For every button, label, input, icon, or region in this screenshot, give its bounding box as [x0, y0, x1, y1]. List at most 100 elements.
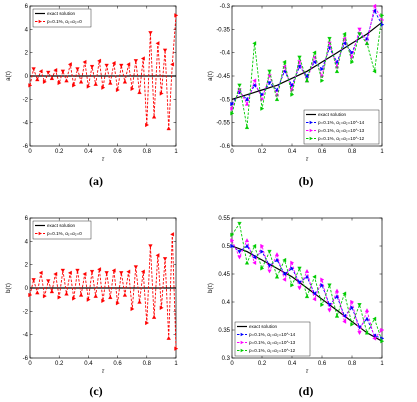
data-point: [67, 270, 72, 275]
x-tick-label: 0.6: [113, 361, 122, 367]
data-point: [252, 41, 257, 46]
data-point: [320, 302, 325, 307]
data-point: [38, 270, 43, 275]
data-point: [312, 274, 317, 279]
data-point: [89, 269, 95, 274]
x-axis-label: τ: [306, 369, 309, 375]
data-point: [42, 79, 47, 84]
legend-box: [303, 109, 380, 145]
data-point: [97, 267, 102, 272]
chart-panel-1: 0 0.2 0.4 0.6 0.8 1 -0.6 -0.55 -0.5 -0.45 -0.4 -0.3…: [208, 3, 384, 163]
data-point: [320, 78, 325, 83]
data-point: [372, 3, 377, 9]
caption-b: (b): [299, 174, 314, 188]
x-tick-label: 0: [28, 149, 32, 155]
data-point: [364, 330, 370, 335]
y-tick-label: 4: [25, 239, 29, 245]
data-point: [35, 77, 40, 82]
data-point: [174, 346, 179, 351]
data-point: [137, 90, 142, 95]
data-point: [274, 252, 280, 257]
data-point: [244, 238, 250, 243]
data-point: [274, 97, 280, 102]
data-point: [162, 48, 168, 53]
data-point: [166, 335, 171, 340]
y-tick-label: -6: [23, 356, 29, 362]
data-point: [244, 125, 250, 130]
data-point: [126, 269, 131, 274]
data-point: [260, 92, 265, 97]
x-axis-label: τ: [102, 157, 105, 163]
data-point: [282, 59, 287, 65]
data-point: [357, 32, 362, 37]
y-tick-label: 0.55: [218, 216, 230, 222]
data-point: [252, 78, 257, 83]
legend-marker: [240, 340, 244, 345]
data-point: [327, 283, 332, 288]
data-point: [159, 305, 164, 310]
data-point: [274, 257, 280, 262]
data-point: [334, 288, 340, 293]
y-tick-label: 0.4: [222, 300, 231, 306]
data-point: [60, 69, 66, 74]
x-tick-label: 1: [174, 149, 178, 155]
y-tick-label: 0.45: [218, 272, 230, 278]
x-tick-label: 0: [28, 361, 32, 367]
data-point: [57, 295, 62, 300]
data-point: [49, 76, 55, 81]
data-point: [75, 268, 80, 273]
y-tick-label: -0.3: [220, 4, 231, 10]
legend-label: exact solution: [47, 11, 76, 16]
x-tick-label: 0.8: [348, 149, 357, 155]
x-axis-label: τ: [306, 157, 309, 163]
data-point: [101, 85, 106, 90]
data-point: [357, 27, 362, 32]
data-point: [260, 106, 265, 111]
legend-marker: [309, 128, 313, 133]
data-point: [93, 293, 98, 298]
data-point: [162, 257, 168, 262]
data-point: [357, 303, 362, 308]
x-tick-label: 0.4: [288, 149, 297, 155]
data-point: [237, 83, 242, 88]
x-tick-label: 0.4: [84, 149, 93, 155]
y-tick-label: 0.5: [222, 244, 231, 250]
y-tick-label: 0.35: [218, 328, 230, 334]
data-point: [28, 83, 33, 88]
data-point: [126, 62, 131, 67]
legend-marker: [240, 348, 244, 353]
x-tick-label: 0.4: [288, 361, 297, 367]
data-point: [82, 59, 87, 65]
x-tick-label: 0.6: [318, 149, 327, 155]
data-point: [320, 66, 325, 72]
data-point: [350, 322, 355, 327]
x-tick-label: 0.2: [258, 149, 267, 155]
data-point: [64, 291, 69, 296]
data-point: [304, 274, 310, 279]
data-point: [342, 31, 347, 37]
data-point: [274, 274, 280, 279]
data-point: [297, 64, 302, 69]
data-point: [372, 69, 377, 74]
legend-box: [32, 220, 92, 240]
data-point: [290, 92, 295, 97]
legend-label: p=0.1%, α₁=α₂=10^-14: [249, 332, 296, 337]
data-point: [342, 313, 347, 319]
data-point: [159, 91, 164, 96]
data-point: [133, 265, 139, 270]
data-point: [297, 266, 302, 271]
y-axis-label: a(τ): [6, 71, 12, 81]
data-point: [174, 13, 179, 18]
data-point: [230, 101, 235, 107]
data-point: [290, 266, 295, 271]
data-point: [282, 271, 287, 277]
data-point: [297, 286, 302, 291]
data-point: [133, 59, 139, 64]
x-tick-label: 0.2: [55, 149, 64, 155]
x-tick-label: 1: [380, 361, 384, 367]
y-tick-label: 2: [25, 263, 29, 269]
legend-label: p=0.1%, α₁=α₂=10^-12: [318, 136, 365, 141]
data-point: [267, 81, 272, 86]
y-tick-label: -6: [23, 144, 29, 150]
